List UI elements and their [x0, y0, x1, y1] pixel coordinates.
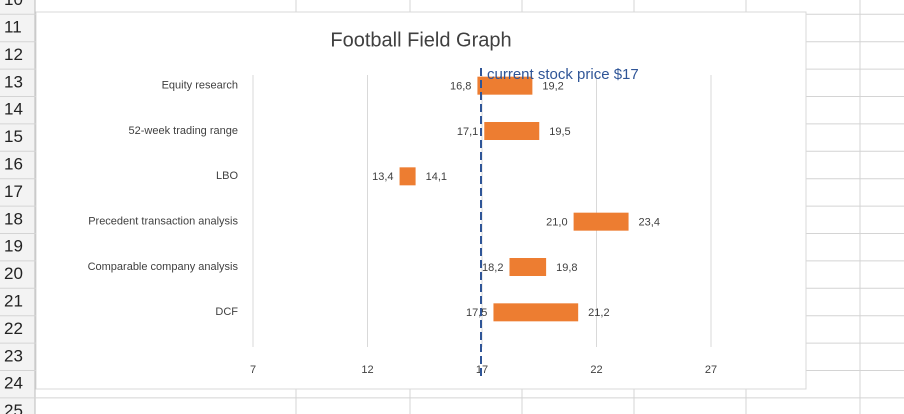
- high-label: 23,4: [639, 217, 660, 229]
- x-tick-label: 22: [590, 364, 602, 376]
- low-label: 21,0: [546, 217, 567, 229]
- high-label: 14,1: [426, 171, 447, 183]
- y-tick-label: Equity research: [162, 80, 238, 92]
- x-tick-label: 7: [250, 364, 256, 376]
- row-number: 11: [4, 17, 22, 36]
- low-label: 13,4: [372, 171, 393, 183]
- chart-title: Football Field Graph: [330, 29, 511, 51]
- high-label: 19,2: [542, 81, 563, 93]
- row-number: 21: [4, 291, 23, 310]
- y-tick-label: Precedent transaction analysis: [88, 216, 238, 228]
- y-tick-label: LBO: [216, 170, 238, 182]
- low-label: 18,2: [482, 262, 503, 274]
- low-label: 17,1: [457, 126, 478, 138]
- low-label: 17,5: [466, 307, 487, 319]
- high-label: 21,2: [588, 307, 609, 319]
- y-tick-label: DCF: [215, 306, 238, 318]
- bar: [477, 76, 533, 95]
- y-tick-label: 52-week trading range: [129, 125, 238, 137]
- chart-area: [35, 11, 807, 390]
- bar: [573, 212, 629, 231]
- row-number: 25: [4, 401, 23, 414]
- row-number: 14: [4, 100, 23, 119]
- high-label: 19,8: [556, 262, 577, 274]
- bar: [493, 303, 579, 322]
- bar: [484, 122, 540, 140]
- x-tick-label: 27: [705, 364, 717, 376]
- y-tick-label: Comparable company analysis: [88, 261, 239, 273]
- bar: [509, 258, 547, 276]
- x-tick-label: 12: [361, 364, 373, 376]
- row-number: 23: [4, 346, 23, 365]
- row-number: 24: [4, 374, 23, 393]
- row-number: 20: [4, 264, 23, 283]
- row-number: 19: [4, 237, 23, 256]
- reference-label: current stock price $17: [487, 66, 639, 83]
- bar: [399, 167, 416, 186]
- high-label: 19,5: [549, 126, 570, 138]
- row-number: 18: [4, 209, 23, 228]
- row-number: 17: [4, 182, 23, 201]
- row-number: 22: [4, 319, 23, 338]
- row-number: 16: [4, 154, 23, 173]
- row-number: 10: [4, 0, 23, 9]
- row-number: 15: [4, 127, 23, 146]
- row-number: 13: [4, 72, 23, 91]
- low-label: 16,8: [450, 81, 471, 93]
- row-number: 12: [4, 45, 23, 64]
